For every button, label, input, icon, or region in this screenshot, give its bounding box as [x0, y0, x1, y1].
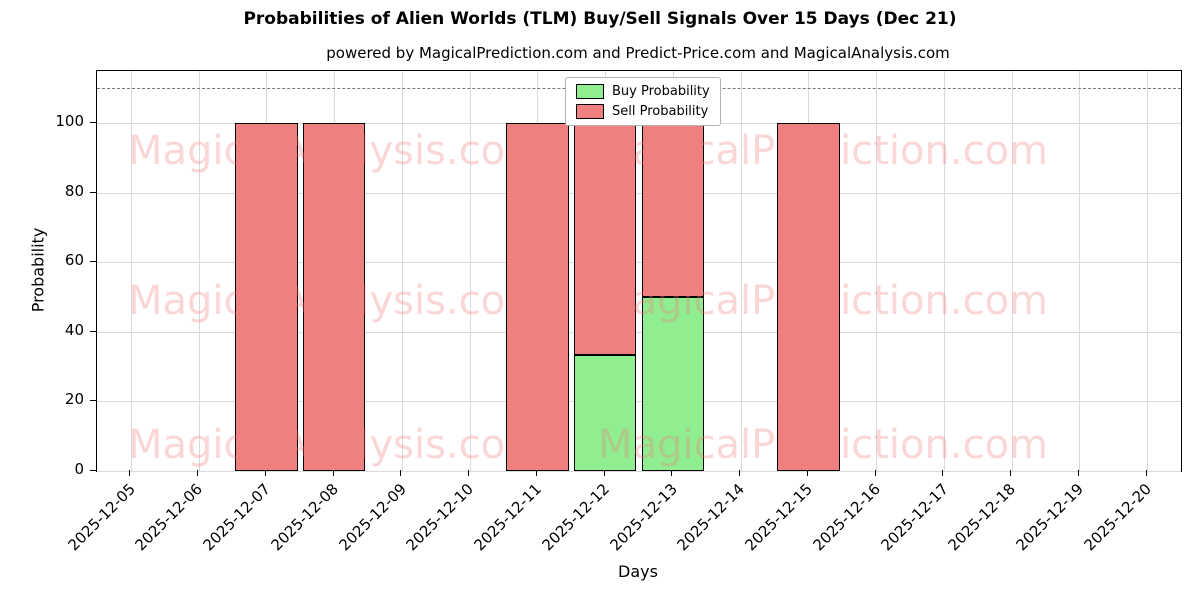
gridline-vertical — [943, 71, 945, 471]
y-tick-mark — [90, 400, 96, 402]
x-tick-mark — [874, 470, 876, 476]
bar-segment-sell — [506, 123, 569, 471]
x-tick-label: 2025-12-17 — [877, 480, 952, 555]
x-tick-mark — [332, 470, 334, 476]
legend-swatch — [576, 104, 604, 119]
x-tick-label: 2025-12-08 — [267, 480, 342, 555]
chart-title: Probabilities of Alien Worlds (TLM) Buy/… — [243, 9, 957, 29]
x-tick-mark — [264, 470, 266, 476]
x-tick-label: 2025-12-05 — [64, 480, 139, 555]
x-tick-mark — [1010, 470, 1012, 476]
x-tick-label: 2025-12-15 — [741, 480, 817, 555]
x-tick-label: 2025-12-16 — [809, 480, 884, 555]
gridline-vertical — [198, 71, 200, 471]
y-tick-label: 40 — [64, 320, 84, 339]
x-tick-mark — [806, 470, 808, 476]
y-tick-label: 100 — [55, 112, 84, 131]
gridline-horizontal — [97, 331, 1181, 333]
x-tick-label: 2025-12-20 — [1080, 480, 1155, 555]
legend-swatch — [576, 84, 604, 99]
x-tick-mark — [603, 470, 605, 476]
chart-subtitle: powered by MagicalPrediction.com and Pre… — [326, 44, 950, 62]
bar-segment-sell — [302, 123, 366, 471]
gridline-horizontal — [97, 192, 1181, 194]
bar-segment-buy — [641, 297, 705, 471]
bar-segment-sell — [235, 123, 298, 471]
gridline-horizontal — [97, 471, 1181, 472]
y-tick-mark — [90, 261, 96, 263]
x-tick-mark — [400, 470, 402, 476]
x-tick-label: 2025-12-10 — [402, 480, 478, 555]
legend: Buy Probability Sell Probability — [565, 77, 721, 126]
bar-segment-sell — [573, 123, 637, 356]
y-tick-label: 20 — [64, 390, 84, 409]
x-tick-mark — [1077, 470, 1079, 476]
x-tick-mark — [1145, 470, 1147, 476]
gridline-vertical — [1011, 71, 1013, 471]
bar-segment-sell — [777, 123, 840, 471]
x-tick-label: 2025-12-11 — [470, 480, 546, 555]
x-tick-label: 2025-12-18 — [944, 480, 1020, 555]
gridline-horizontal — [97, 262, 1181, 264]
y-tick-label: 0 — [74, 460, 84, 478]
y-tick-label: 60 — [64, 251, 84, 270]
y-tick-mark — [90, 122, 96, 124]
legend-label: Buy Probability — [612, 84, 710, 99]
gridline-vertical — [401, 71, 403, 471]
y-tick-mark — [90, 470, 96, 471]
gridline-vertical — [876, 71, 878, 471]
legend-label: Sell Probability — [612, 104, 709, 119]
x-axis-label: Days — [618, 562, 658, 581]
x-tick-label: 2025-12-12 — [538, 480, 613, 555]
x-tick-mark — [197, 470, 199, 476]
x-tick-label: 2025-12-13 — [606, 480, 681, 555]
y-tick-mark — [90, 330, 96, 332]
x-tick-label: 2025-12-09 — [335, 480, 410, 555]
x-tick-mark — [942, 470, 944, 476]
x-tick-mark — [129, 470, 131, 476]
gridline-vertical — [130, 71, 132, 471]
plot-area — [96, 70, 1182, 472]
x-tick-mark — [468, 470, 470, 476]
y-tick-label: 80 — [64, 181, 84, 200]
x-tick-label: 2025-12-07 — [199, 480, 275, 555]
x-tick-mark — [535, 470, 537, 476]
legend-item: Buy Probability — [576, 84, 710, 99]
gridline-vertical — [740, 71, 742, 471]
bar-segment-buy — [573, 355, 637, 471]
x-tick-mark — [739, 470, 741, 476]
gridline-vertical — [1147, 71, 1149, 471]
x-tick-label: 2025-12-06 — [131, 480, 207, 555]
gridline-vertical — [469, 71, 471, 471]
x-tick-mark — [671, 470, 673, 476]
gridline-vertical — [1079, 71, 1081, 471]
y-axis-label: Probability — [28, 227, 48, 313]
x-tick-label: 2025-12-14 — [673, 480, 749, 555]
gridline-horizontal — [97, 401, 1181, 403]
y-tick-mark — [90, 191, 96, 193]
bar-segment-sell — [641, 123, 705, 298]
legend-item: Sell Probability — [576, 104, 710, 119]
x-tick-label: 2025-12-19 — [1012, 480, 1088, 555]
